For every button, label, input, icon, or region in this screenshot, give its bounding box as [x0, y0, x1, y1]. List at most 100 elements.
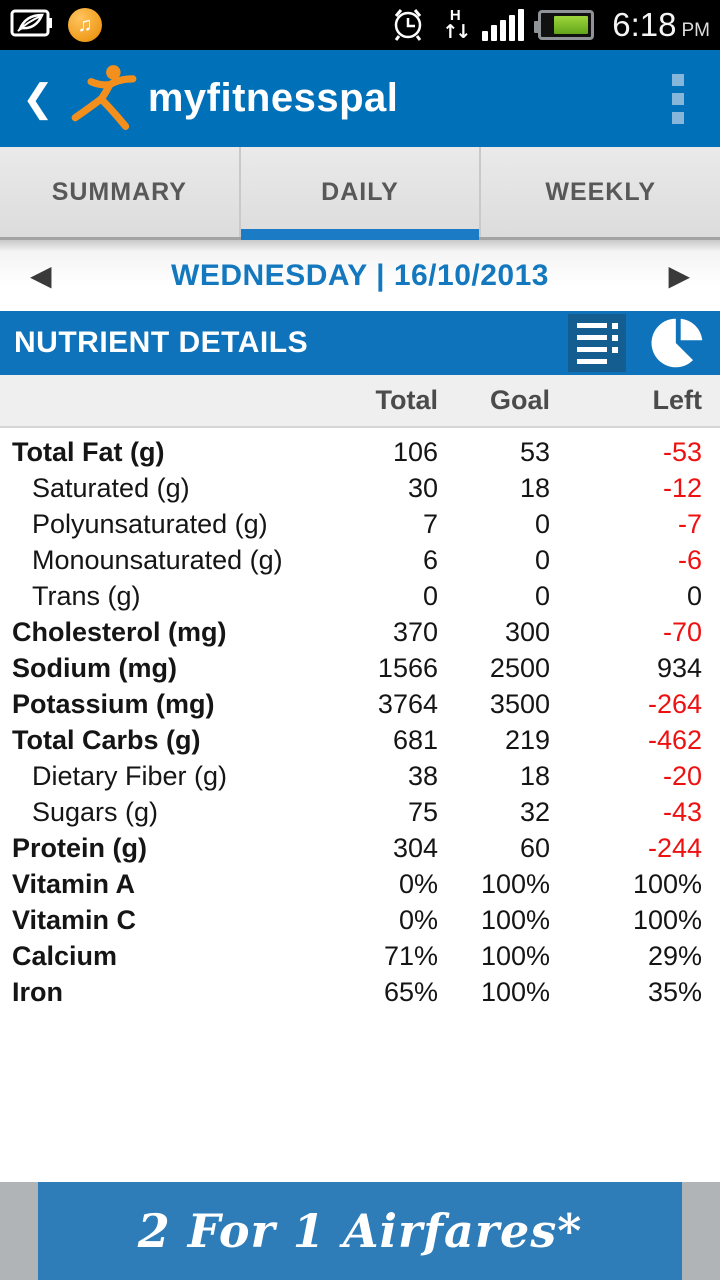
goal-value: 0 [534, 580, 550, 611]
left-value: -43 [662, 796, 702, 827]
signal-strength-icon [482, 9, 525, 41]
total-value: 38 [407, 760, 438, 791]
goal-value: 2500 [489, 652, 550, 683]
left-value: -20 [662, 760, 702, 791]
date-navigation: ◀ WEDNESDAY | 16/10/2013 ▶ [0, 240, 720, 311]
left-value: -264 [647, 688, 702, 719]
left-value: 100% [632, 904, 702, 935]
status-bar-right: H ↑↓ 6:18 PM [388, 0, 710, 50]
battery-icon [534, 10, 595, 40]
tab-daily[interactable]: DAILY [238, 147, 480, 240]
table-row: Sugars (g) 75 32 -43 [0, 794, 720, 830]
section-header: NUTRIENT DETAILS [0, 311, 720, 375]
goal-value: 100% [480, 904, 550, 935]
ad-banner[interactable]: 2 For 1 Airfares* [38, 1182, 682, 1280]
nutrient-label: Saturated (g) [32, 472, 190, 503]
column-total: Total [375, 385, 439, 415]
total-value: 3764 [377, 688, 438, 719]
left-value: -53 [662, 436, 702, 467]
nutrient-label: Iron [12, 976, 63, 1007]
nutrient-label: Calcium [12, 940, 118, 971]
total-value: 6 [422, 544, 438, 575]
nutrient-label: Total Fat (g) [12, 436, 165, 467]
total-value: 304 [392, 832, 438, 863]
left-value: -12 [662, 472, 702, 503]
left-value: 0 [686, 580, 702, 611]
app-title: myfitnesspal [147, 76, 399, 120]
left-value: 934 [656, 652, 702, 683]
column-left: Left [652, 385, 703, 415]
status-bar: ♫ H ↑↓ 6:18 PM [0, 0, 720, 50]
goal-value: 300 [504, 616, 550, 647]
nutrient-label: Potassium (mg) [12, 688, 215, 719]
nutrient-label: Monounsaturated (g) [32, 544, 283, 575]
ad-strip: 2 For 1 Airfares* [0, 1182, 720, 1280]
table-row: Vitamin C 0% 100% 100% [0, 902, 720, 938]
previous-day-button[interactable]: ◀ [30, 259, 52, 291]
tab-weekly[interactable]: WEEKLY [479, 147, 720, 237]
total-value: 0% [398, 904, 438, 935]
music-notification-icon: ♫ [68, 8, 102, 42]
goal-value: 18 [519, 760, 550, 791]
next-day-button[interactable]: ▶ [668, 259, 690, 291]
nutrient-label: Sugars (g) [32, 796, 159, 827]
table-row: Sodium (mg) 1566 2500 934 [0, 650, 720, 686]
nutrient-label: Sodium (mg) [12, 652, 177, 683]
clock-time: 6:18 [612, 6, 677, 43]
table-row: Dietary Fiber (g) 38 18 -20 [0, 758, 720, 794]
total-value: 30 [407, 472, 438, 503]
table-row: Iron 65% 100% 35% [0, 974, 720, 1010]
left-value: 100% [632, 868, 702, 899]
clock-meridiem: PM [681, 20, 711, 41]
table-row: Trans (g) 0 0 0 [0, 578, 720, 614]
nutrient-label: Dietary Fiber (g) [32, 760, 228, 791]
total-value: 106 [392, 436, 438, 467]
left-value: -462 [647, 724, 702, 755]
column-goal: Goal [489, 385, 550, 415]
nutrient-label: Trans (g) [32, 580, 141, 611]
overflow-menu-icon[interactable] [662, 68, 694, 130]
table-header-row: Total Goal Left [0, 375, 720, 428]
pie-chart-icon[interactable] [650, 315, 706, 371]
goal-value: 100% [480, 940, 550, 971]
nutrient-label: Vitamin C [12, 904, 137, 935]
left-value: -244 [647, 832, 702, 863]
status-clock: 6:18 PM [612, 6, 710, 44]
goal-value: 60 [519, 832, 550, 863]
list-view-icon[interactable] [568, 314, 626, 372]
left-value: -70 [662, 616, 702, 647]
table-body: Total Fat (g) 106 53 -53 Saturated (g) 3… [0, 428, 720, 1010]
total-value: 370 [392, 616, 438, 647]
total-value: 71% [383, 940, 438, 971]
table-row: Potassium (mg) 3764 3500 -264 [0, 686, 720, 722]
table-row: Calcium 71% 100% 29% [0, 938, 720, 974]
back-button[interactable]: ❮ [22, 77, 54, 120]
alarm-icon [388, 3, 428, 48]
nutrient-label: Protein (g) [12, 832, 147, 863]
tab-bar: SUMMARY DAILY WEEKLY [0, 147, 720, 240]
myfitnesspal-logo-icon [68, 63, 140, 135]
goal-value: 100% [480, 868, 550, 899]
left-value: 29% [647, 940, 702, 971]
goal-value: 0 [534, 508, 550, 539]
total-value: 75 [407, 796, 438, 827]
table-row: Protein (g) 304 60 -244 [0, 830, 720, 866]
table-row: Monounsaturated (g) 6 0 -6 [0, 542, 720, 578]
section-title: NUTRIENT DETAILS [14, 326, 309, 359]
goal-value: 32 [519, 796, 550, 827]
left-value: 35% [647, 976, 702, 1007]
total-value: 65% [383, 976, 438, 1007]
goal-value: 18 [519, 472, 550, 503]
hspa-data-icon: H ↑↓ [442, 7, 471, 43]
tab-summary[interactable]: SUMMARY [51, 177, 187, 206]
ad-text: 2 For 1 Airfares* [137, 1204, 583, 1258]
total-value: 681 [392, 724, 438, 755]
nutrient-label: Vitamin A [12, 868, 136, 899]
app-header: ❮ myfitnesspal [0, 50, 720, 147]
goal-value: 0 [534, 544, 550, 575]
nutrient-label: Total Carbs (g) [12, 724, 201, 755]
battery-saver-icon [10, 7, 54, 44]
goal-value: 53 [519, 436, 550, 467]
total-value: 0 [422, 580, 438, 611]
table-row: Saturated (g) 30 18 -12 [0, 470, 720, 506]
